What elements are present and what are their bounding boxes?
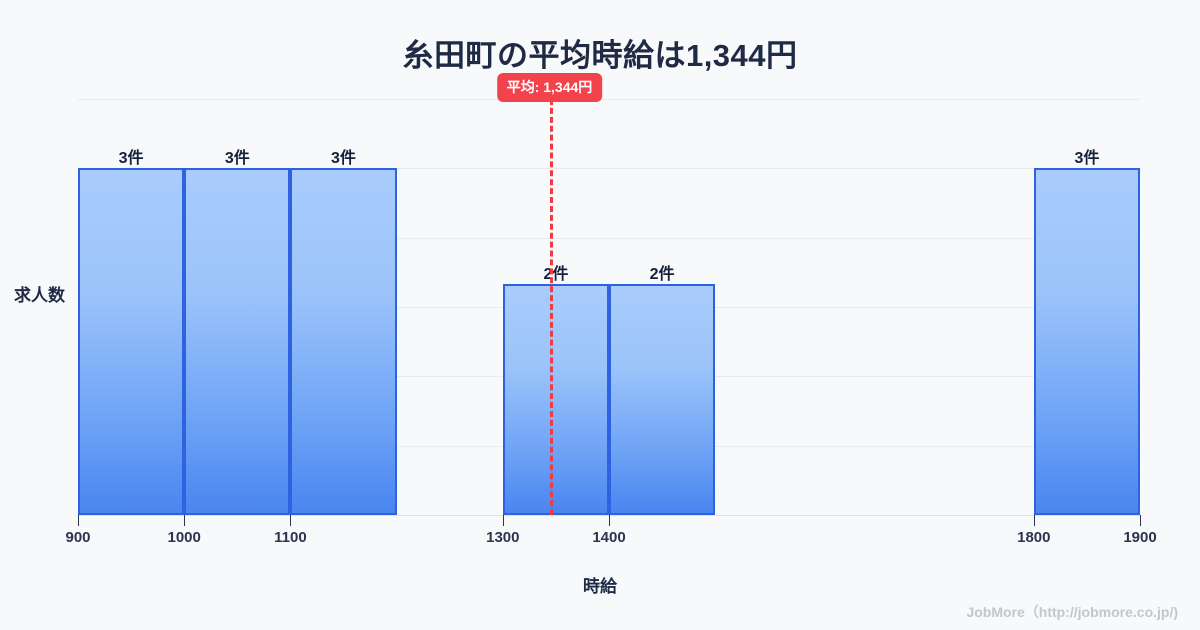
x-axis-tick-label: 1000 xyxy=(167,529,201,546)
gridline xyxy=(78,99,1140,100)
x-axis-tick-label: 1900 xyxy=(1123,529,1157,546)
average-line xyxy=(549,99,553,515)
chart-title: 糸田町の平均時給は1,344円 xyxy=(402,38,798,73)
histogram-bar[interactable] xyxy=(502,283,609,515)
histogram-bar[interactable] xyxy=(78,168,185,515)
gridline xyxy=(78,237,1140,239)
bar-value-label: 3件 xyxy=(331,150,356,168)
bar-value-label: 3件 xyxy=(224,150,250,168)
x-axis-tick xyxy=(290,515,292,526)
x-axis-tick-label: 1100 xyxy=(274,529,307,546)
histogram-bar[interactable] xyxy=(290,168,397,515)
x-axis-tick-label: 1800 xyxy=(1017,529,1051,546)
y-axis-title: 求人数 xyxy=(14,286,65,305)
gridline xyxy=(78,168,1140,170)
bar-value-label: 3件 xyxy=(118,150,144,168)
x-axis-tick xyxy=(1140,515,1141,526)
bar-value-label: 2件 xyxy=(649,265,675,283)
x-axis-tick xyxy=(1033,515,1035,526)
x-axis-tick-label: 1300 xyxy=(486,529,520,546)
x-axis-tick xyxy=(184,515,186,526)
histogram-bar[interactable] xyxy=(184,168,291,515)
bar-value-label: 3件 xyxy=(1074,150,1100,168)
histogram-bar[interactable] xyxy=(1033,168,1140,515)
x-axis-tick xyxy=(78,515,79,526)
x-axis-title: 時給 xyxy=(583,577,617,596)
x-axis-tick-label: 1400 xyxy=(592,529,626,546)
watermark: JobMore（http://jobmore.co.jp/) xyxy=(966,604,1178,620)
histogram-bar[interactable] xyxy=(609,283,716,515)
x-axis-tick xyxy=(609,515,610,526)
x-axis-tick-label: 900 xyxy=(65,529,91,546)
bar-value-label: 2件 xyxy=(543,265,569,283)
x-axis-tick xyxy=(502,515,504,526)
average-badge: 平均: 1,344円 xyxy=(496,73,603,102)
plot-area: 3件 3件 3件 2件 2件 3件 平均: 1,344円 900 1000 1100 1300 140… xyxy=(65,73,1157,546)
